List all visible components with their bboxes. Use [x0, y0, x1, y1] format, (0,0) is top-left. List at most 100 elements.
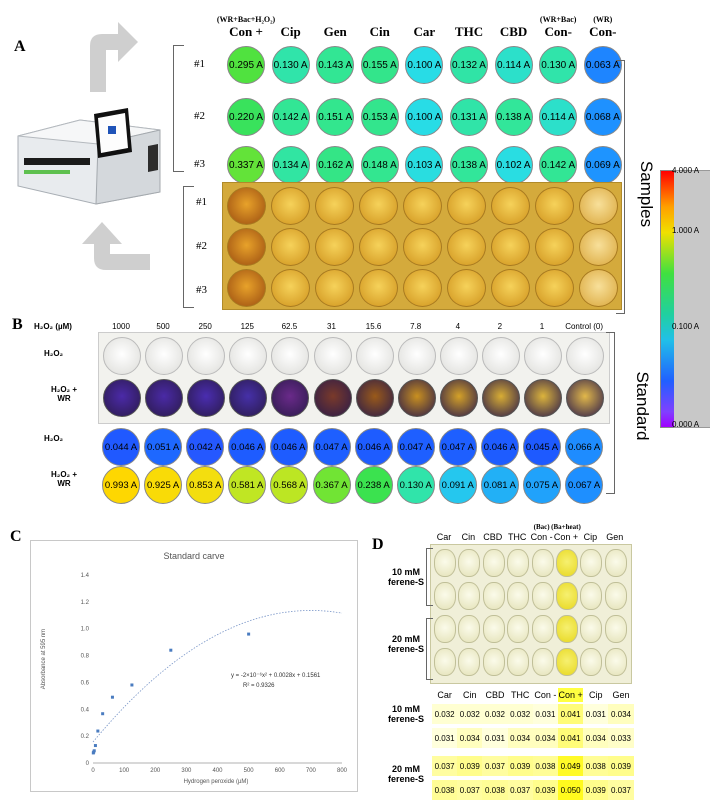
panel-b-reading-well: 0.047 A	[438, 428, 477, 466]
samples-bracket	[616, 60, 625, 314]
panel-a-sample-well	[271, 187, 310, 225]
chart-data-point	[110, 695, 114, 699]
panel-a-sample-well	[227, 187, 266, 225]
panel-d-table-cell: 0.034	[608, 704, 634, 724]
standard-bracket	[606, 332, 615, 494]
panel-d-ferene-well	[482, 615, 505, 643]
scale-label-01: 0.100 A	[672, 322, 700, 331]
panel-b-h2o2-well	[397, 337, 436, 375]
chart-data-point	[247, 632, 251, 636]
panel-d-bracket-2	[426, 618, 433, 680]
panel-a-col-header: Con +	[229, 24, 263, 39]
panel-a-sample-well	[403, 269, 442, 307]
panel-b-concentration: Control (0)	[565, 322, 603, 331]
panel-b-reading-well: 0.993 A	[102, 466, 140, 504]
panel-d-ferene-well	[507, 648, 530, 676]
panel-b-h2o2-well	[103, 337, 141, 375]
panel-a-sample-well	[579, 228, 618, 266]
panel-label-c: C	[10, 528, 22, 545]
panel-b-concentration: 1	[539, 322, 545, 331]
chart-r-squared: R² = 0.9326	[243, 683, 275, 689]
panel-d-col-header: Car	[436, 532, 452, 542]
panel-a-well-row-label: #1	[196, 196, 207, 208]
panel-d-table-cell: 0.039	[507, 756, 533, 776]
panel-a-sample-plate-photo	[222, 182, 622, 310]
panel-b-h2o2-well	[355, 337, 394, 375]
panel-a-sample-well	[359, 228, 398, 266]
panel-a-reading-well: 0.100 A	[405, 46, 444, 84]
panel-d-ferene-well	[531, 615, 554, 643]
panel-a-sample-well	[315, 187, 354, 225]
panel-d-ferene-well	[604, 648, 627, 676]
panel-b-h2o2-wr-well	[397, 379, 436, 417]
panel-d-table-cell: 0.034	[583, 728, 609, 748]
panel-d-table-cell: 0.039	[583, 780, 609, 800]
panel-d-table-cell: 0.031	[432, 728, 458, 748]
panel-a-col-header: Car	[413, 24, 436, 39]
panel-d-table-col-header: CBD	[485, 690, 505, 700]
panel-a-reading-well: 0.102 A	[494, 146, 533, 184]
panel-a-sample-well	[579, 269, 618, 307]
chart-x-tick-label: 600	[275, 768, 286, 774]
panel-d-table-col-header: THC	[510, 690, 530, 700]
panel-d-table-cell: 0.039	[532, 780, 558, 800]
panel-d-ferene-plate-photo	[430, 544, 632, 684]
panel-b-reading-well: 0.367 A	[312, 466, 351, 504]
panel-d-table-cell: 0.031	[532, 704, 558, 724]
panel-a-row-label: #1	[194, 58, 205, 70]
panel-d-table-cell: 0.034	[532, 728, 558, 748]
plate-reader-instrument	[10, 100, 165, 210]
panel-a-reading-well: 0.151 A	[316, 98, 355, 136]
panel-d-ferene-well	[531, 648, 554, 676]
panel-a-sample-well	[491, 228, 530, 266]
panel-b-standard-plate-photo	[98, 332, 610, 424]
panel-label-d: D	[372, 536, 384, 553]
panel-d-ferene-well	[507, 615, 530, 643]
panel-d-table-cell: 0.041	[558, 728, 584, 748]
panel-d-ferene-well	[556, 648, 578, 676]
panel-d-ferene-well	[556, 615, 578, 643]
panel-d-ferene-well	[434, 648, 456, 676]
panel-b-reading-well: 0.046 A	[270, 428, 309, 466]
chart-data-point	[96, 729, 100, 733]
chart-data-point	[101, 712, 105, 716]
panel-d-ferene-well	[434, 582, 456, 610]
panel-b-reading-well: 0.091 A	[438, 466, 477, 504]
panel-b-concentration: 4	[455, 322, 461, 331]
panel-d-table-cell: 0.032	[457, 704, 483, 724]
panel-d-ferene-well	[556, 549, 578, 577]
panel-b-h2o2-wr-well	[271, 379, 310, 417]
chart-data-point	[93, 744, 97, 748]
panel-d-col-header: Con -	[530, 532, 553, 542]
panel-d-ferene-well	[531, 582, 554, 610]
chart-x-tick-label: 200	[150, 768, 161, 774]
chart-x-tick-label: 0	[91, 768, 95, 774]
panel-b-h2o2-well	[271, 337, 310, 375]
panel-b-h2o2-well	[566, 337, 605, 375]
panel-a-sample-well	[447, 269, 486, 307]
panel-d-table-cell: 0.031	[482, 728, 508, 748]
chart-y-tick-label: 1.4	[81, 573, 90, 579]
plate-reader-icon	[17, 108, 161, 205]
panel-d-table-cell: 0.037	[507, 780, 533, 800]
panel-a-col-subheader: (WR+Bac)	[539, 15, 577, 24]
panel-d-table-cell: 0.037	[432, 756, 458, 776]
panel-a-reading-well: 0.220 A	[227, 98, 265, 136]
panel-a-col-header: CBD	[499, 24, 528, 39]
chart-y-tick-label: 0.8	[81, 654, 90, 660]
panel-a-reading-well: 0.103 A	[405, 146, 444, 184]
panel-a-col-subheader: (WR+Bac+H₂O₂)	[216, 15, 276, 24]
panel-d-table-cell: 0.038	[583, 756, 609, 776]
panel-b-h2o2-well	[481, 337, 520, 375]
panel-a-reading-well: 0.337 A	[227, 146, 265, 184]
chart-y-tick-label: 0.6	[81, 680, 90, 686]
panel-d-table-cell: 0.034	[457, 728, 483, 748]
panel-d-table-group2-label: 20 mM ferene-S	[387, 764, 424, 784]
panel-d-ferene-well	[580, 648, 603, 676]
panel-label-b: B	[12, 316, 23, 333]
panel-b-h2o2-well	[145, 337, 184, 375]
panel-d-ferene-well	[482, 648, 505, 676]
panel-b-reading-well: 0.581 A	[228, 466, 267, 504]
chart-x-tick-label: 700	[306, 768, 317, 774]
panel-a-sample-well	[359, 269, 398, 307]
